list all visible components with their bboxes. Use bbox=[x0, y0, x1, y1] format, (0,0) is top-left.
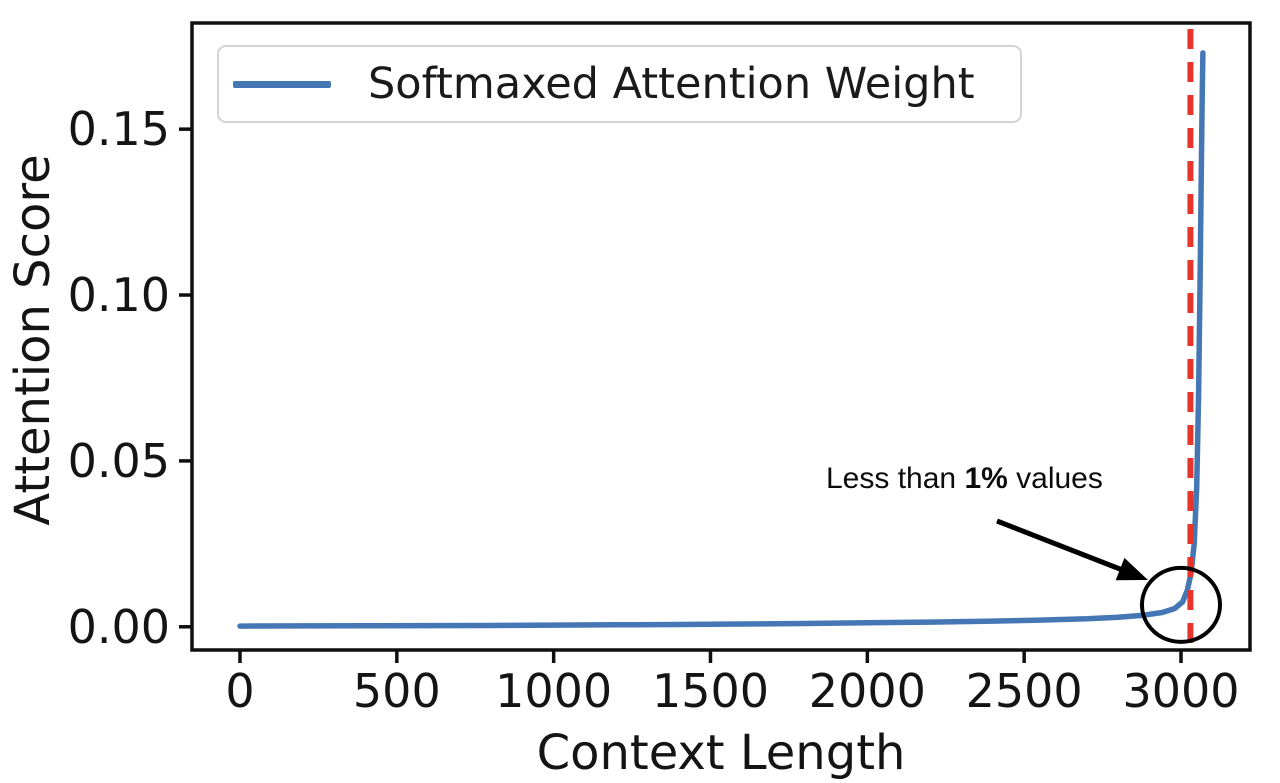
legend-line-sample bbox=[233, 80, 331, 88]
x-tick-label: 2500 bbox=[966, 664, 1083, 718]
annotation-text-bold: 1% bbox=[964, 462, 1008, 495]
y-tick-label: 0.00 bbox=[68, 600, 170, 654]
annotation-arrow-head bbox=[1115, 557, 1148, 581]
y-tick-label: 0.05 bbox=[68, 434, 170, 488]
x-tick-label: 2000 bbox=[809, 664, 926, 718]
annotation-text: Less than 1% values bbox=[826, 462, 1103, 496]
annotation-text-suffix: values bbox=[1007, 462, 1103, 495]
y-axis-label: Attention Score bbox=[5, 154, 61, 526]
plot-border bbox=[190, 21, 1252, 652]
annotation-arrow-shaft bbox=[996, 518, 1127, 574]
annotation-text-prefix: Less than bbox=[826, 462, 965, 495]
series-curve bbox=[237, 50, 1206, 629]
x-tick-label: 1500 bbox=[652, 664, 769, 718]
x-axis-label: Context Length bbox=[536, 725, 906, 781]
x-tick-label: 3000 bbox=[1122, 664, 1239, 718]
y-tick-label: 0.15 bbox=[68, 102, 170, 156]
x-tick-label: 500 bbox=[353, 664, 441, 718]
highlight-circle bbox=[1139, 565, 1222, 644]
y-tick-label: 0.10 bbox=[68, 268, 170, 322]
legend-label: Softmaxed Attention Weight bbox=[368, 59, 975, 109]
x-tick-label: 1000 bbox=[495, 664, 612, 718]
legend: Softmaxed Attention Weight bbox=[217, 45, 1022, 123]
x-tick-label: 0 bbox=[225, 664, 254, 718]
